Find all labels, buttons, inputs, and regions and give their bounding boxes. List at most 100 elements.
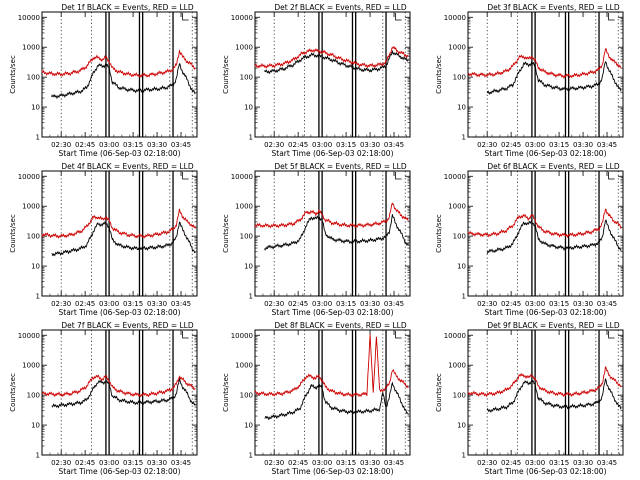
x-tick-label: 02:45 <box>501 300 521 308</box>
x-tick-label: 03:45 <box>171 141 191 149</box>
x-tick-label: 02:45 <box>501 141 521 149</box>
x-tick-label: 02:45 <box>288 300 308 308</box>
x-tick-label: 03:15 <box>549 459 569 467</box>
y-tick-label: 10000 <box>231 332 253 340</box>
plot-frame <box>254 170 411 297</box>
series-line-lld <box>467 208 622 239</box>
series-line-events <box>264 381 409 421</box>
x-tick-label: 03:30 <box>360 300 380 308</box>
y-tick-label: 100 <box>240 233 253 241</box>
x-tick-label: 02:30 <box>477 141 497 149</box>
y-tick-label: 1000 <box>235 44 253 52</box>
x-tick-label: 02:30 <box>51 459 71 467</box>
y-tick-label: 1000 <box>22 44 40 52</box>
x-tick-label: 03:45 <box>597 141 617 149</box>
y-tick-label: 1000 <box>235 362 253 370</box>
bracket-marker <box>182 331 189 339</box>
x-tick-label: 03:15 <box>123 300 143 308</box>
series-line-lld <box>254 334 409 398</box>
panel-det-2f: Det 2f BLACK = Events, RED = LLD 1 10 100 10… <box>222 3 411 158</box>
x-tick-label: 03:30 <box>573 300 593 308</box>
bracket-marker <box>608 13 615 21</box>
x-tick-label: 03:30 <box>147 141 167 149</box>
x-tick-label: 03:45 <box>171 300 191 308</box>
x-tick-label: 02:30 <box>477 300 497 308</box>
x-axis-label: Start Time (06-Sep-03 02:18:00) <box>485 308 607 317</box>
x-tick-label: 02:30 <box>264 141 284 149</box>
y-tick-label: 10000 <box>18 332 40 340</box>
y-tick-label: 1000 <box>235 203 253 211</box>
y-tick-label: 10 <box>31 422 40 430</box>
panel-det-1f: Det 1f BLACK = Events, RED = LLD 1 10 100 10… <box>9 3 198 158</box>
y-tick-label: 10000 <box>444 14 466 22</box>
y-axis-label: Counts/sec <box>435 214 443 253</box>
x-axis-label: Start Time (06-Sep-03 02:18:00) <box>272 308 394 317</box>
x-tick-label: 02:30 <box>264 300 284 308</box>
y-tick-label: 10 <box>457 422 466 430</box>
panel-title: Det 4f BLACK = Events, RED = LLD <box>61 162 194 171</box>
y-tick-label: 10 <box>244 104 253 112</box>
x-tick-label: 02:45 <box>288 141 308 149</box>
x-tick-label: 03:00 <box>312 300 332 308</box>
series-line-lld <box>41 374 196 398</box>
x-tick-label: 03:00 <box>525 141 545 149</box>
y-tick-label: 1 <box>249 452 253 460</box>
x-tick-label: 02:45 <box>288 459 308 467</box>
x-tick-label: 03:00 <box>99 459 119 467</box>
series-line-events <box>264 49 409 75</box>
y-tick-label: 1 <box>462 293 466 301</box>
x-tick-label: 03:30 <box>573 141 593 149</box>
x-tick-label: 03:30 <box>147 300 167 308</box>
y-tick-label: 1 <box>36 134 40 142</box>
y-tick-label: 10 <box>244 263 253 271</box>
panel-det-9f: Det 9f BLACK = Events, RED = LLD 1 10 100 10… <box>435 321 624 476</box>
y-tick-label: 10 <box>31 104 40 112</box>
x-tick-label: 03:45 <box>384 459 404 467</box>
x-tick-label: 03:00 <box>525 300 545 308</box>
panel-det-4f: Det 4f BLACK = Events, RED = LLD 1 10 100 10… <box>9 162 198 317</box>
series-line-events <box>51 221 196 257</box>
y-tick-label: 1 <box>249 293 253 301</box>
y-tick-label: 1000 <box>448 362 466 370</box>
y-tick-label: 1 <box>36 452 40 460</box>
y-tick-label: 100 <box>453 392 466 400</box>
bracket-marker <box>182 13 189 21</box>
x-tick-label: 03:45 <box>384 141 404 149</box>
panel-title: Det 5f BLACK = Events, RED = LLD <box>274 162 407 171</box>
plot-frame <box>254 329 411 456</box>
x-tick-label: 02:30 <box>264 459 284 467</box>
y-tick-label: 1000 <box>22 362 40 370</box>
x-tick-label: 03:00 <box>99 141 119 149</box>
y-tick-label: 10000 <box>444 332 466 340</box>
y-tick-label: 1 <box>462 134 466 142</box>
y-tick-label: 10 <box>31 263 40 271</box>
series-line-events <box>51 63 196 100</box>
y-tick-label: 100 <box>240 74 253 82</box>
plot-frame <box>467 11 624 138</box>
series-line-lld <box>254 202 409 229</box>
panel-title: Det 2f BLACK = Events, RED = LLD <box>274 3 407 12</box>
panel-det-3f: Det 3f BLACK = Events, RED = LLD 1 10 100 10… <box>435 3 624 158</box>
bracket-marker <box>395 13 402 21</box>
x-tick-label: 02:30 <box>51 300 71 308</box>
y-tick-label: 100 <box>27 233 40 241</box>
y-tick-label: 1 <box>249 134 253 142</box>
x-tick-label: 03:15 <box>549 141 569 149</box>
series-line-lld <box>41 208 196 239</box>
y-tick-label: 1000 <box>448 203 466 211</box>
x-tick-label: 02:45 <box>75 141 95 149</box>
plot-frame <box>41 11 198 138</box>
panel-title: Det 8f BLACK = Events, RED = LLD <box>274 321 407 330</box>
panel-title: Det 9f BLACK = Events, RED = LLD <box>487 321 620 330</box>
y-axis-label: Counts/sec <box>222 214 230 253</box>
x-tick-label: 02:30 <box>477 459 497 467</box>
x-tick-label: 02:30 <box>51 141 71 149</box>
x-axis-label: Start Time (06-Sep-03 02:18:00) <box>272 467 394 476</box>
y-tick-label: 100 <box>453 233 466 241</box>
plot-frame <box>41 329 198 456</box>
series-line-lld <box>41 49 196 78</box>
panel-title: Det 3f BLACK = Events, RED = LLD <box>487 3 620 12</box>
panel-det-6f: Det 6f BLACK = Events, RED = LLD 1 10 100 10… <box>435 162 624 317</box>
y-tick-label: 10000 <box>18 14 40 22</box>
